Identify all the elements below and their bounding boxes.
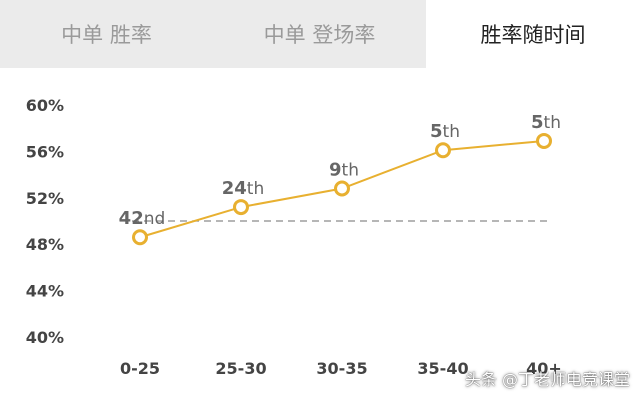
- tab-mid-pickrate[interactable]: 中单 登场率: [263, 23, 376, 47]
- y-tick-label: 56%: [26, 142, 64, 161]
- data-point: [334, 180, 350, 197]
- tab-winrate-over-time[interactable]: 胜率随时间: [426, 0, 640, 68]
- point-label: 24th: [222, 178, 265, 199]
- x-tick-label: 40+: [526, 359, 562, 378]
- x-tick-label: 25-30: [215, 359, 266, 378]
- x-tick-label: 35-40: [417, 359, 468, 378]
- winrate-line-chart: 60% 56% 52% 48% 44% 40% 42nd 24th 9th 5th 5th 0-25 2…: [26, 96, 562, 378]
- data-point: [435, 142, 451, 159]
- data-point: [132, 229, 148, 246]
- data-point: [233, 199, 249, 216]
- point-label: 5th: [430, 121, 460, 142]
- y-tick-label: 52%: [26, 189, 64, 208]
- y-tick-label: 44%: [26, 282, 64, 301]
- tab-bar: 中单 胜率 中单 登场率 胜率随时间: [0, 0, 640, 68]
- y-tick-label: 60%: [26, 96, 64, 115]
- watermark: 头条 @丁老师电竞课堂: [464, 370, 630, 389]
- point-label: 9th: [329, 160, 359, 181]
- y-tick-label: 48%: [26, 235, 64, 254]
- point-label: 5th: [531, 112, 561, 133]
- x-tick-label: 0-25: [120, 359, 160, 378]
- point-label: 42nd: [119, 208, 166, 229]
- tab-mid-winrate[interactable]: 中单 胜率: [61, 23, 152, 47]
- data-point: [536, 132, 552, 149]
- x-tick-label: 30-35: [316, 359, 367, 378]
- y-tick-label: 40%: [26, 328, 64, 347]
